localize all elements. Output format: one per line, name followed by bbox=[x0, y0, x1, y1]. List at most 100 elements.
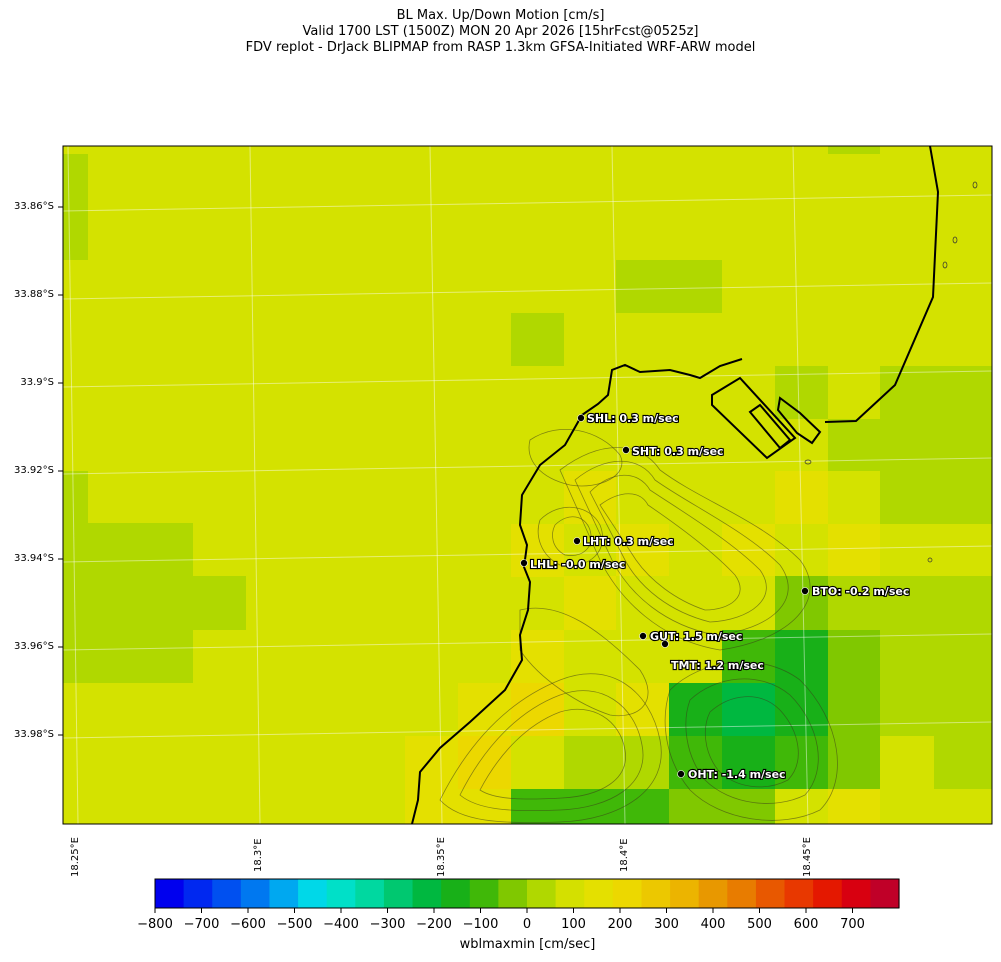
grid-cell bbox=[669, 736, 722, 789]
grid-cell bbox=[775, 736, 828, 789]
colorbar-tick-label: 100 bbox=[561, 917, 586, 932]
lat-ticks bbox=[58, 206, 63, 736]
colorbar-swatch bbox=[441, 879, 471, 908]
lon-label-183: 18.3°E bbox=[253, 838, 264, 872]
lat-label-339: 33.9°S bbox=[20, 377, 54, 388]
grid-cell bbox=[934, 736, 992, 789]
grid-cell bbox=[63, 471, 88, 523]
colorbar-tick-label: 500 bbox=[747, 917, 772, 932]
colorbar-swatch bbox=[298, 879, 328, 908]
grid-cell bbox=[722, 736, 775, 789]
colorbar-swatch bbox=[841, 879, 871, 908]
colorbar-tick-label: −200 bbox=[416, 917, 452, 932]
colorbar-tick-label: 300 bbox=[654, 917, 679, 932]
colorbar-swatch bbox=[555, 879, 585, 908]
grid-cell bbox=[669, 789, 722, 824]
station-label-gut: GUT: 1.5 m/sec bbox=[650, 630, 742, 643]
grid-cell bbox=[775, 471, 828, 524]
lat-label-3392: 33.92°S bbox=[14, 465, 54, 476]
station-dot-sht bbox=[622, 446, 630, 454]
small-islands bbox=[804, 181, 978, 563]
lat-label-3394: 33.94°S bbox=[14, 553, 54, 564]
station-markers: SHL: 0.3 m/sec SHT: 0.3 m/sec LHT: 0.3 m/s… bbox=[520, 411, 910, 782]
colorbar-tick-label: −100 bbox=[462, 917, 499, 932]
grid-cell bbox=[405, 736, 458, 789]
station-dot-gut bbox=[639, 632, 647, 640]
colorbar-swatch bbox=[813, 879, 843, 908]
grid-cell bbox=[828, 146, 880, 154]
colorbar-swatch bbox=[412, 879, 442, 908]
grid-cell bbox=[828, 576, 880, 630]
grid-cell bbox=[880, 683, 992, 736]
station-dot-lht bbox=[573, 537, 581, 545]
colorbar-swatch bbox=[727, 879, 757, 908]
grid-cell bbox=[511, 524, 564, 577]
grid-cell bbox=[616, 683, 669, 736]
grid-cell bbox=[405, 789, 511, 824]
colorbar-tick-label: −500 bbox=[276, 917, 313, 932]
grid-cell bbox=[828, 683, 880, 736]
colorbar-label: wblmaxmin [cm/sec] bbox=[459, 937, 596, 952]
colorbar-swatch bbox=[326, 879, 356, 908]
colorbar-swatch bbox=[612, 879, 643, 908]
grid-cell bbox=[828, 524, 880, 576]
model-source-line: FDV replot - DrJack BLIPMAP from RASP 1.… bbox=[245, 40, 756, 55]
grid-cell bbox=[828, 789, 880, 824]
colorbar-swatch bbox=[641, 879, 671, 908]
grid-cell bbox=[775, 630, 828, 683]
colorbar-tick-label: 700 bbox=[840, 917, 865, 932]
valid-time-line: Valid 1700 LST (1500Z) MON 20 Apr 2026 [… bbox=[302, 24, 699, 39]
grid-cell bbox=[722, 683, 775, 736]
grid-cell bbox=[722, 630, 775, 683]
colorbar-swatch bbox=[469, 879, 499, 908]
station-label-lhl: LHL: -0.0 m/sec bbox=[530, 558, 625, 571]
grid-cell bbox=[511, 313, 564, 366]
colorbar-tick-label: 600 bbox=[793, 917, 819, 932]
station-dot-tmt bbox=[661, 640, 669, 648]
colorbar-tick-label: −300 bbox=[369, 917, 406, 932]
grid-cell bbox=[511, 789, 564, 824]
colorbar-swatch bbox=[355, 879, 385, 908]
grid-cell bbox=[63, 154, 88, 260]
colorbar-swatch bbox=[698, 879, 728, 908]
colorbar-swatch bbox=[240, 879, 271, 908]
grid-cell bbox=[616, 524, 669, 576]
station-label-lht: LHT: 0.3 m/sec bbox=[583, 535, 674, 548]
colorbar-tick-label: 400 bbox=[700, 917, 726, 932]
grid-cell bbox=[775, 366, 828, 419]
grid-cell bbox=[880, 576, 992, 630]
colorbar-swatch bbox=[870, 879, 900, 908]
lat-label-3388: 33.88°S bbox=[14, 289, 54, 300]
grid-cell bbox=[669, 683, 722, 736]
colorbar-swatch bbox=[383, 879, 414, 908]
grid-cell bbox=[828, 419, 880, 471]
grid-cell bbox=[722, 789, 775, 824]
grid-cell bbox=[828, 736, 880, 789]
lat-label-3386: 33.86°S bbox=[14, 201, 54, 212]
colorbar-tick-label: −600 bbox=[230, 917, 266, 932]
colorbar-swatch bbox=[784, 879, 814, 908]
colorbar-swatch bbox=[183, 879, 213, 908]
coastline bbox=[411, 146, 940, 824]
grid-cell bbox=[511, 630, 564, 683]
colorbar-tick-label: 200 bbox=[607, 917, 633, 932]
grid-cell bbox=[63, 630, 193, 683]
colorbar-swatch bbox=[498, 879, 528, 908]
grid-cell bbox=[828, 630, 880, 683]
colorbar-swatch bbox=[212, 879, 242, 908]
grid-cell bbox=[511, 683, 564, 736]
grid-cell bbox=[880, 366, 992, 524]
map-title: BL Max. Up/Down Motion [cm/s] bbox=[396, 8, 605, 23]
terrain-contours bbox=[439, 428, 838, 823]
lat-label-3398: 33.98°S bbox=[14, 729, 54, 740]
lon-label-184: 18.4°E bbox=[619, 838, 630, 872]
grid-cell bbox=[564, 471, 616, 524]
colorbar-swatch bbox=[269, 879, 299, 908]
station-label-bto: BTO: -0.2 m/sec bbox=[812, 585, 909, 598]
station-label-tmt: TMT: 1.2 m/sec bbox=[671, 659, 764, 672]
grid-cell bbox=[564, 576, 616, 630]
graticule bbox=[63, 146, 992, 824]
station-dot-shl bbox=[577, 414, 585, 422]
colorbar-tick-label: −700 bbox=[183, 917, 220, 932]
